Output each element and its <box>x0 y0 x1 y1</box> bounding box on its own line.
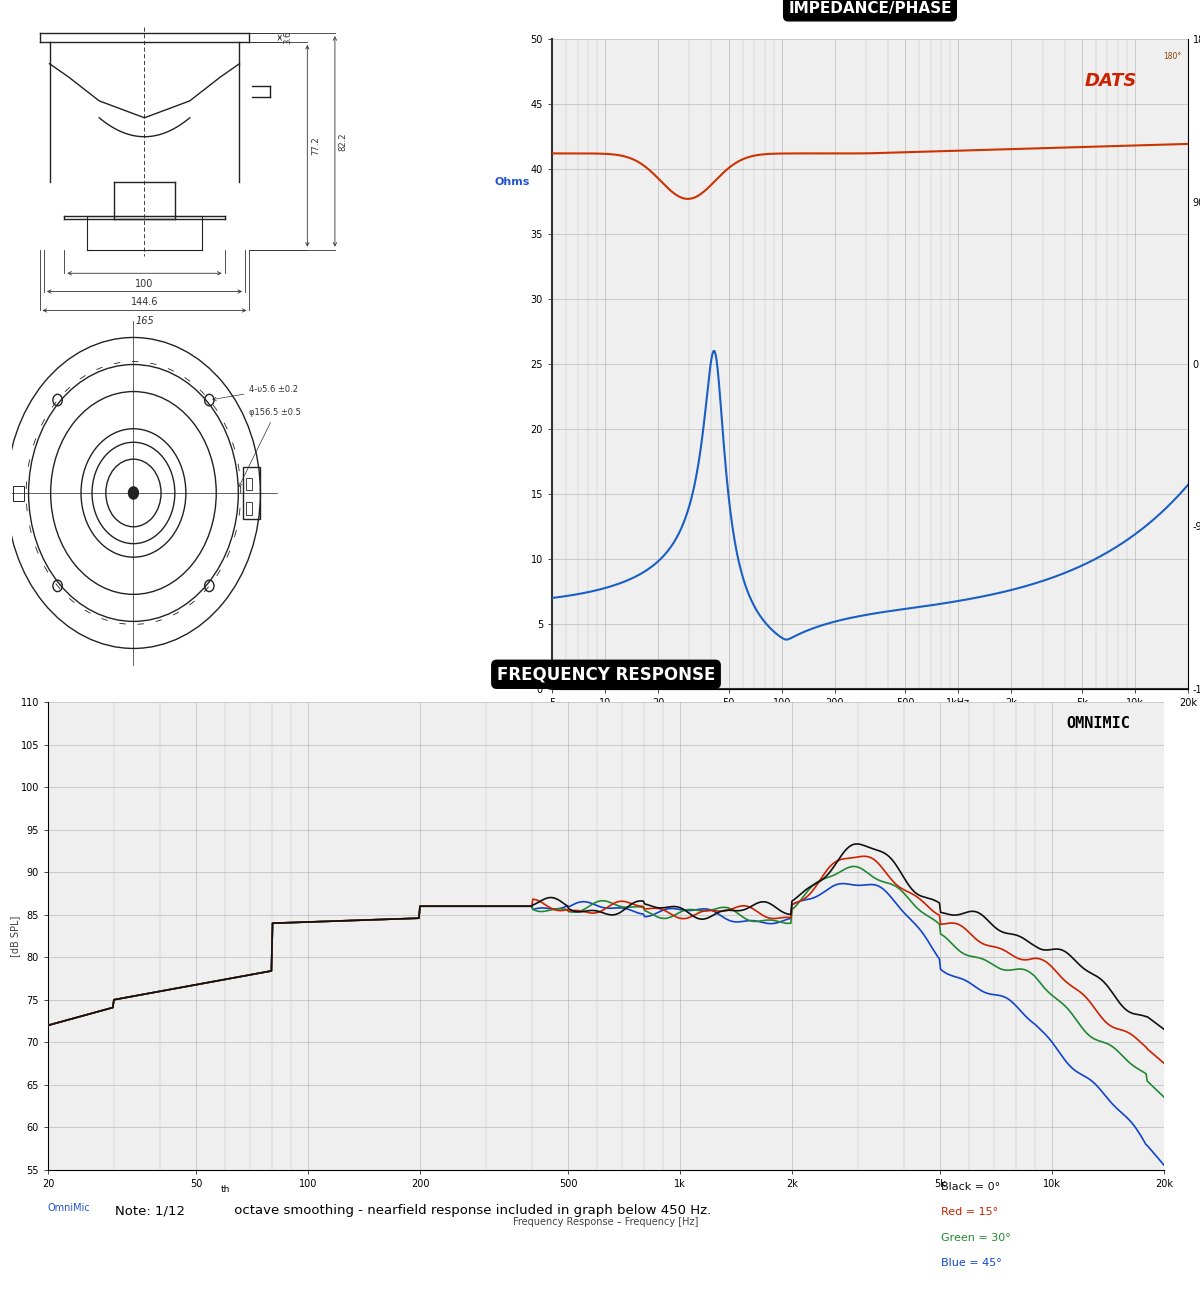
Text: 144.6: 144.6 <box>131 296 158 307</box>
Text: Ohms: Ohms <box>494 177 530 187</box>
Text: 77.2: 77.2 <box>311 136 320 155</box>
Text: IMPEDANCE/PHASE: IMPEDANCE/PHASE <box>788 1 952 16</box>
Text: [dB SPL]: [dB SPL] <box>10 915 20 957</box>
Bar <box>246 478 252 490</box>
Text: 165: 165 <box>136 316 154 326</box>
Text: Black = 0°: Black = 0° <box>941 1182 1000 1192</box>
Text: φ156.5 ±0.5: φ156.5 ±0.5 <box>239 408 301 486</box>
Text: FREQUENCY RESPONSE: FREQUENCY RESPONSE <box>497 666 715 684</box>
Text: Green = 30°: Green = 30° <box>941 1232 1010 1243</box>
Text: th: th <box>221 1186 230 1195</box>
Text: 3.6: 3.6 <box>283 31 293 44</box>
Circle shape <box>128 488 138 499</box>
Text: octave smoothing - nearfield response included in graph below 450 Hz.: octave smoothing - nearfield response in… <box>230 1204 712 1217</box>
Text: 4-υ5.6 ±0.2: 4-υ5.6 ±0.2 <box>212 385 299 400</box>
Text: 100: 100 <box>136 278 154 289</box>
Bar <box>242 467 260 519</box>
Bar <box>246 502 252 515</box>
Text: DATS: DATS <box>1085 72 1138 90</box>
Text: 82.2: 82.2 <box>338 133 348 151</box>
Bar <box>13 486 24 500</box>
Text: Note: 1/12: Note: 1/12 <box>115 1204 185 1217</box>
Text: OMNIMIC: OMNIMIC <box>1067 716 1130 731</box>
Text: Blue = 45°: Blue = 45° <box>941 1258 1002 1269</box>
Text: OmniMic: OmniMic <box>48 1202 91 1213</box>
Text: 180°: 180° <box>1163 52 1182 61</box>
Text: Frequency Response – Frequency [Hz]: Frequency Response – Frequency [Hz] <box>514 1217 698 1227</box>
Text: Red = 15°: Red = 15° <box>941 1208 998 1217</box>
